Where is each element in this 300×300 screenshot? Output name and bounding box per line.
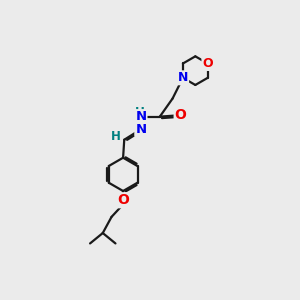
Text: H: H <box>135 106 145 119</box>
Text: H: H <box>110 130 120 143</box>
Text: O: O <box>117 193 129 207</box>
Text: N: N <box>178 71 188 84</box>
Text: O: O <box>175 109 187 122</box>
Text: O: O <box>202 57 213 70</box>
Text: N: N <box>135 110 146 123</box>
Text: N: N <box>135 123 146 136</box>
